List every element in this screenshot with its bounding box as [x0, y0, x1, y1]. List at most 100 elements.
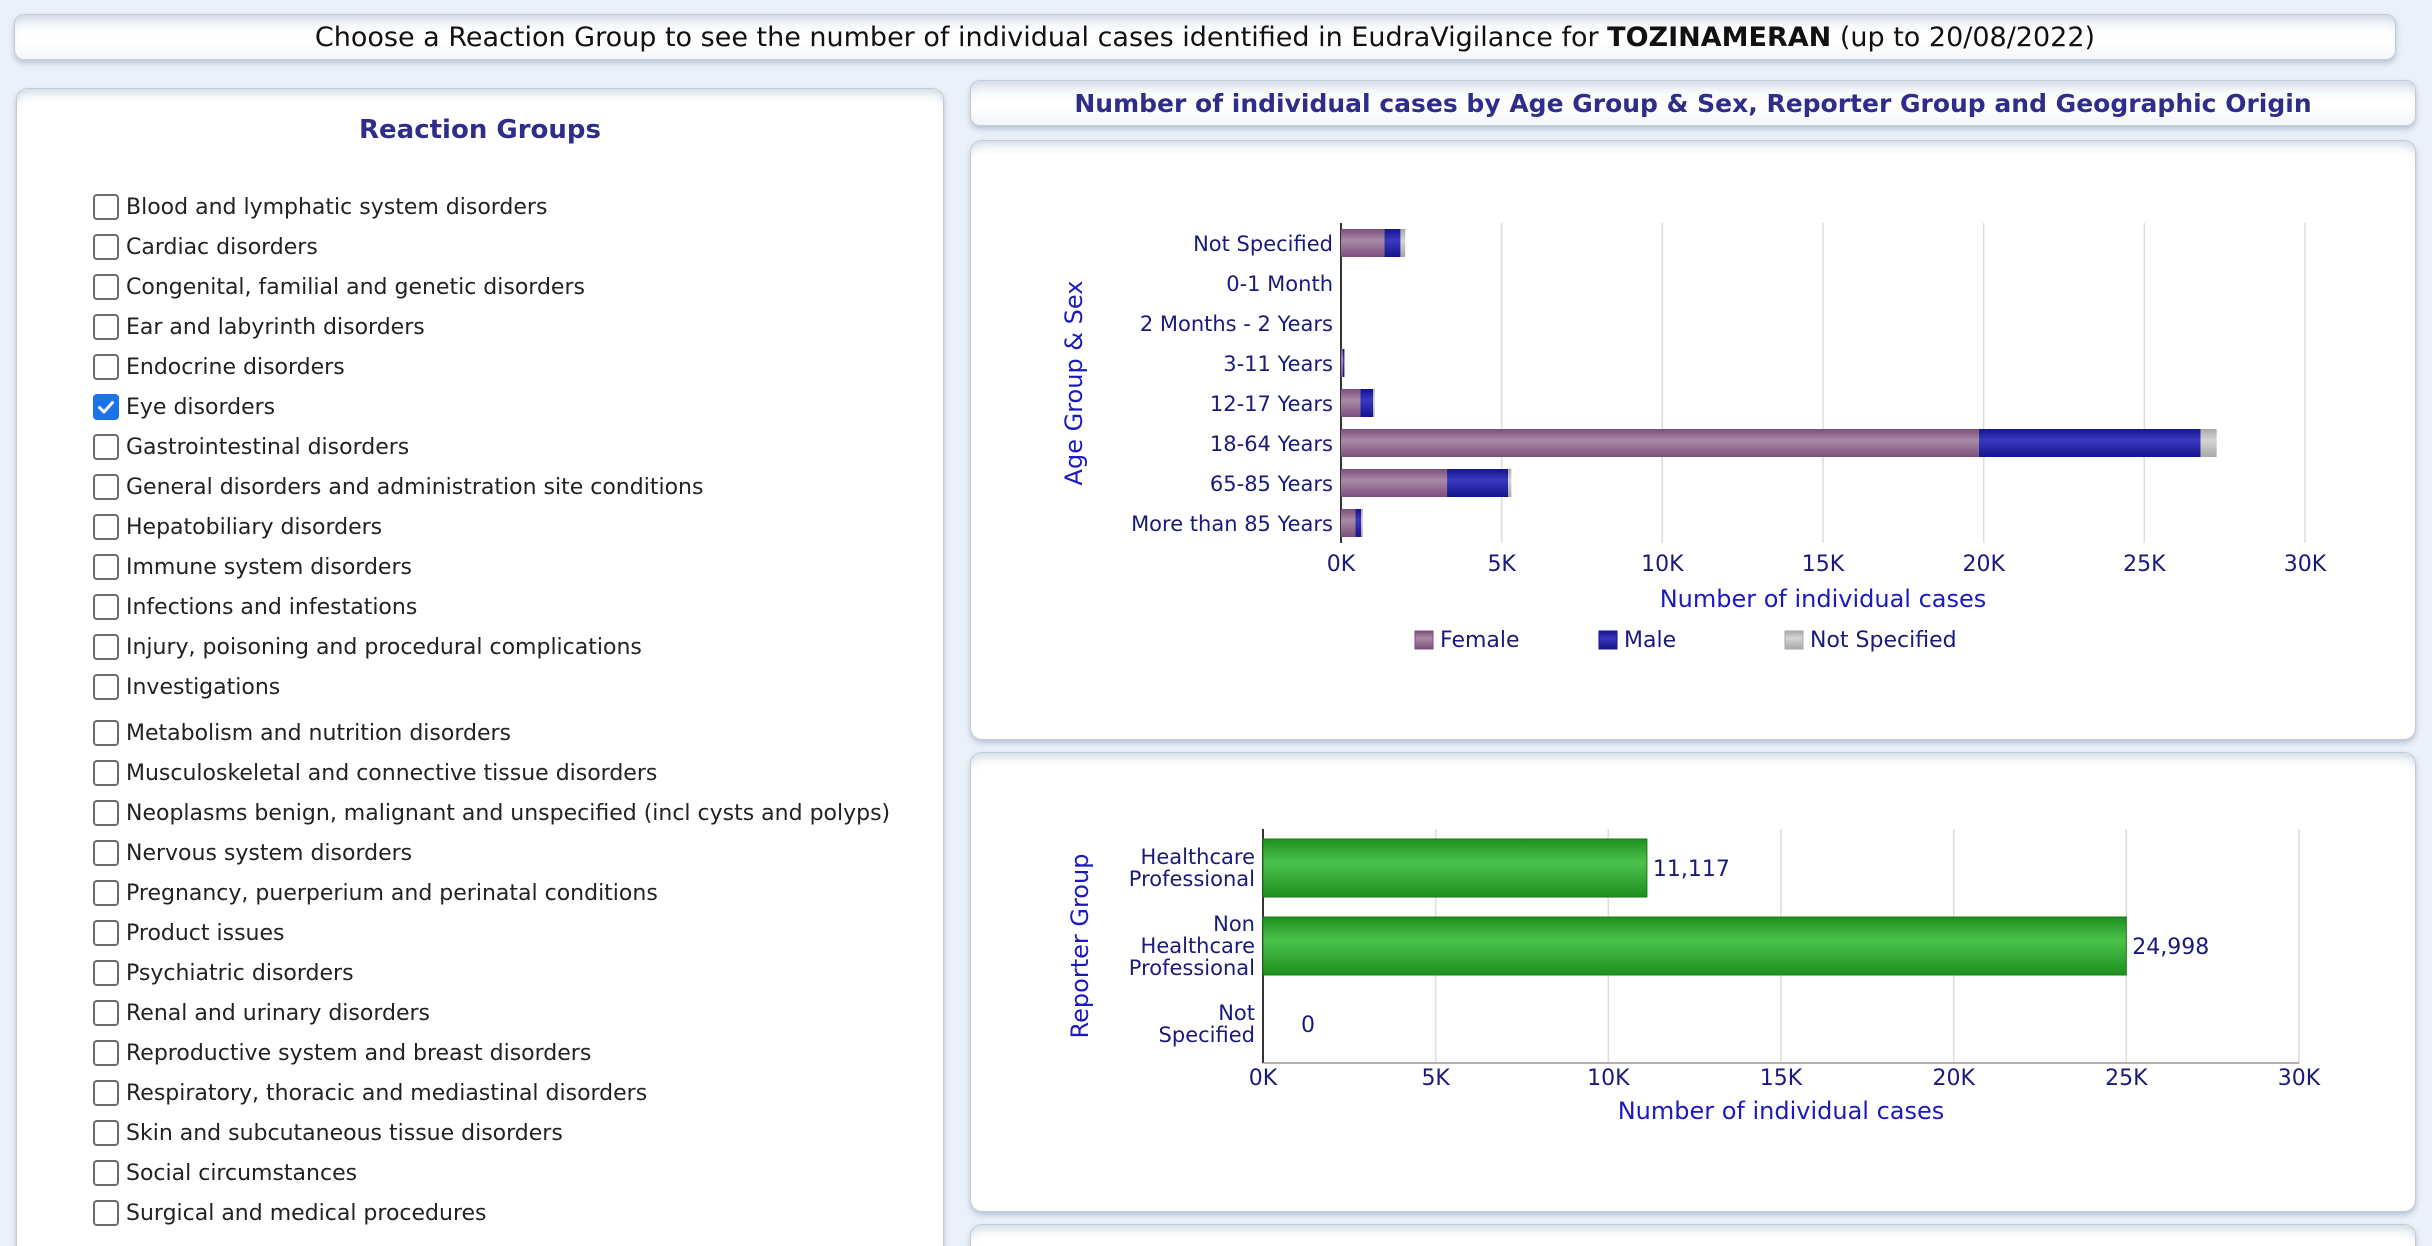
reaction-group-item[interactable]: General disorders and administration sit… [93, 471, 703, 503]
right-panel-title: Number of individual cases by Age Group … [970, 80, 2416, 126]
y-tick-label: 18-64 Years [1210, 432, 1333, 456]
reaction-group-item[interactable]: Musculoskeletal and connective tissue di… [93, 757, 657, 789]
reaction-group-checkbox[interactable] [93, 634, 119, 660]
reaction-group-checkbox[interactable] [93, 354, 119, 380]
reaction-group-item[interactable]: Nervous system disorders [93, 837, 412, 869]
reaction-group-item[interactable]: Psychiatric disorders [93, 957, 354, 989]
bar-segment [1447, 469, 1509, 497]
legend-swatch [1784, 630, 1804, 650]
legend-swatch [1598, 630, 1618, 650]
reaction-group-item[interactable]: Reproductive system and breast disorders [93, 1037, 591, 1069]
bar-segment [1341, 469, 1448, 497]
reaction-group-checkbox[interactable] [93, 194, 119, 220]
header-product: TOZINAMERAN [1607, 21, 1832, 53]
check-icon [98, 401, 114, 414]
reaction-group-checkbox[interactable] [93, 394, 119, 420]
data-label: 11,117 [1653, 857, 1730, 882]
reaction-group-item[interactable]: Neoplasms benign, malignant and unspecif… [93, 797, 890, 829]
bar [1262, 916, 2127, 976]
reaction-group-label: Infections and infestations [126, 594, 418, 620]
reaction-group-checkbox[interactable] [93, 1200, 119, 1226]
bar-segment [1341, 509, 1356, 537]
age-sex-chart: 0K 5K 10K 15K 20K 25K 30K Not Specified 0-1 Mont… [1060, 223, 2327, 653]
age-sex-chart-panel: 0K 5K 10K 15K 20K 25K 30K Not Specified 0-1 Mont… [970, 140, 2416, 740]
reaction-group-label: Eye disorders [126, 394, 276, 420]
reaction-group-item[interactable]: Endocrine disorders [93, 351, 345, 383]
reaction-group-checkbox[interactable] [93, 234, 119, 260]
reaction-group-item[interactable]: Surgical and medical procedures [93, 1197, 487, 1229]
reaction-group-label: Reproductive system and breast disorders [126, 1040, 592, 1066]
bar-segment [1508, 469, 1512, 497]
x-tick-label: 20K [1962, 552, 2005, 577]
reaction-group-item[interactable]: Ear and labyrinth disorders [93, 311, 425, 343]
reaction-group-item[interactable]: Congenital, familial and genetic disorde… [93, 271, 585, 303]
reaction-group-item[interactable]: Product issues [93, 917, 285, 949]
reaction-group-label: Neoplasms benign, malignant and unspecif… [126, 800, 891, 826]
reaction-group-label: Renal and urinary disorders [126, 1000, 430, 1026]
bar [1262, 838, 1648, 898]
reaction-group-item[interactable]: Infections and infestations [93, 591, 417, 623]
reaction-group-label: Hepatobiliary disorders [126, 514, 383, 540]
reaction-group-checkbox[interactable] [93, 554, 119, 580]
reaction-group-checkbox[interactable] [93, 920, 119, 946]
header-suffix: (up to 20/08/2022) [1831, 21, 2096, 53]
bar-segment [1360, 389, 1374, 417]
x-tick-label: 5K [1487, 552, 1516, 577]
y-tick-label: More than 85 Years [1131, 512, 1333, 536]
y-tick-label: 12-17 Years [1210, 392, 1333, 416]
reaction-group-label: Metabolism and nutrition disorders [126, 720, 512, 746]
reaction-group-checkbox[interactable] [93, 960, 119, 986]
reaction-group-label: General disorders and administration sit… [126, 474, 704, 500]
reaction-group-item[interactable]: Immune system disorders [93, 551, 412, 583]
x-tick-label: 15K [1802, 552, 1845, 577]
reaction-group-item[interactable]: Respiratory, thoracic and mediastinal di… [93, 1077, 647, 1109]
reaction-group-checkbox[interactable] [93, 880, 119, 906]
reaction-group-item[interactable]: Cardiac disorders [93, 231, 318, 263]
reaction-group-label: Blood and lymphatic system disorders [126, 194, 548, 220]
reaction-group-item[interactable]: Hepatobiliary disorders [93, 511, 382, 543]
reaction-group-checkbox[interactable] [93, 274, 119, 300]
reaction-group-checkbox[interactable] [93, 1080, 119, 1106]
reaction-group-item[interactable]: Blood and lymphatic system disorders [93, 191, 547, 223]
reaction-group-item[interactable]: Renal and urinary disorders [93, 997, 430, 1029]
y-axis-title: Reporter Group [1066, 854, 1094, 1039]
y-tick-label: Not Specified [1193, 232, 1333, 256]
bar-segment [1400, 229, 1406, 257]
bar-segment [1373, 389, 1375, 417]
bar-segment [1384, 229, 1401, 257]
bar-segment [1342, 349, 1345, 377]
reaction-group-item[interactable]: Investigations [93, 671, 280, 703]
reaction-group-item[interactable]: Social circumstances [93, 1157, 357, 1189]
reaction-group-checkbox[interactable] [93, 434, 119, 460]
x-tick-label: 10K [1641, 552, 1684, 577]
reaction-group-item[interactable]: Metabolism and nutrition disorders [93, 717, 511, 749]
reaction-group-checkbox[interactable] [93, 514, 119, 540]
y-tick-label: Not [1218, 1001, 1255, 1025]
reaction-group-label: Ear and labyrinth disorders [126, 314, 425, 340]
y-tick-label: 3-11 Years [1223, 352, 1333, 376]
reaction-group-checkbox[interactable] [93, 1160, 119, 1186]
reaction-group-checkbox[interactable] [93, 1040, 119, 1066]
reaction-group-item[interactable]: Eye disorders [93, 391, 275, 423]
legend-label: Female [1440, 628, 1520, 653]
reaction-group-item[interactable]: Skin and subcutaneous tissue disorders [93, 1117, 563, 1149]
x-tick-label: 0K [1327, 552, 1356, 577]
reaction-group-checkbox[interactable] [93, 840, 119, 866]
reaction-group-label: Immune system disorders [126, 554, 412, 580]
reaction-group-item[interactable]: Pregnancy, puerperium and perinatal cond… [93, 877, 658, 909]
reaction-group-checkbox[interactable] [93, 674, 119, 700]
reaction-group-checkbox[interactable] [93, 1120, 119, 1146]
reaction-group-checkbox[interactable] [93, 800, 119, 826]
reaction-group-checkbox[interactable] [93, 1000, 119, 1026]
reaction-group-item[interactable]: Injury, poisoning and procedural complic… [93, 631, 642, 663]
reaction-group-label: Congenital, familial and genetic disorde… [126, 274, 585, 300]
reaction-group-checkbox[interactable] [93, 474, 119, 500]
reaction-group-item[interactable]: Gastrointestinal disorders [93, 431, 409, 463]
reaction-group-checkbox[interactable] [93, 720, 119, 746]
reaction-group-checkbox[interactable] [93, 760, 119, 786]
reaction-group-checkbox[interactable] [93, 594, 119, 620]
bar-segment [1355, 509, 1362, 537]
header-bar: Choose a Reaction Group to see the numbe… [14, 14, 2396, 60]
reaction-group-label: Injury, poisoning and procedural complic… [126, 634, 642, 660]
reaction-group-checkbox[interactable] [93, 314, 119, 340]
